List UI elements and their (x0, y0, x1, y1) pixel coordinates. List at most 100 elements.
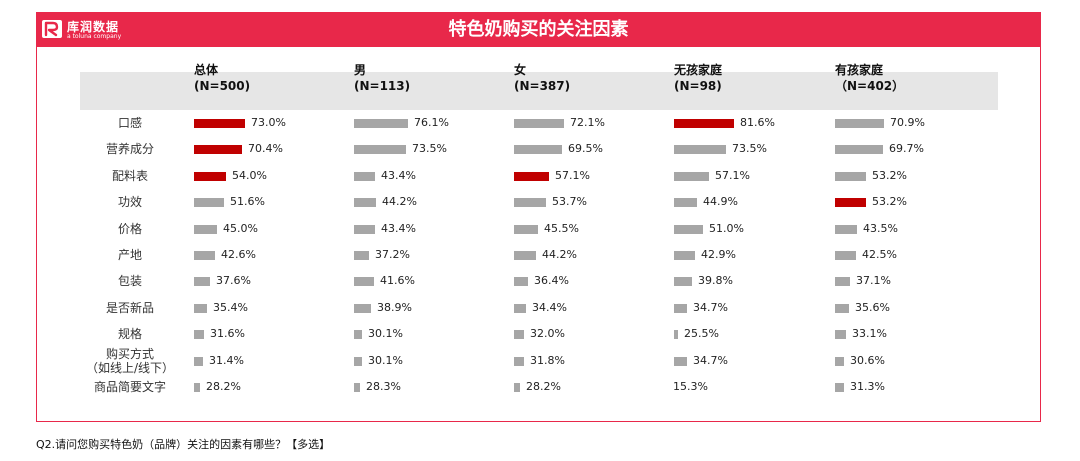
category-label-5: 产地 (85, 248, 175, 262)
column-header-n: （N=402） (835, 79, 905, 93)
data-label-0-8: 31.6% (210, 327, 245, 341)
data-label-2-1: 69.5% (568, 142, 603, 156)
bar-2-8 (514, 330, 524, 340)
column-header-1: 男 (N=113) (354, 62, 410, 94)
data-label-1-6: 41.6% (380, 274, 415, 288)
bar-4-8 (835, 330, 846, 340)
bar-4-4 (835, 224, 857, 234)
bar-3-9 (674, 356, 687, 366)
bar-2-10 (514, 383, 520, 392)
column-header-n: (N=113) (354, 79, 411, 93)
column-header-name: 男 (354, 63, 367, 77)
category-label-line: （如线上/线下） (85, 360, 175, 375)
bar-2-9 (514, 356, 524, 366)
data-label-4-10: 31.3% (850, 380, 885, 393)
data-label-1-2: 43.4% (381, 168, 416, 182)
category-label-2: 配料表 (85, 169, 175, 183)
data-label-3-1: 73.5% (732, 142, 767, 156)
data-label-4-0: 70.9% (890, 116, 925, 129)
column-header-n: (N=98) (674, 79, 722, 93)
column-header-band (80, 72, 998, 110)
bar-1-1 (354, 145, 406, 155)
bar-0-1 (194, 145, 242, 155)
data-label-1-0: 76.1% (414, 116, 449, 129)
bar-0-6 (194, 277, 210, 287)
bar-0-4 (194, 224, 217, 234)
category-label-line: 口感 (117, 116, 142, 130)
category-label-1: 营养成分 (85, 142, 175, 156)
data-label-0-2: 54.0% (232, 168, 267, 182)
bar-3-8 (674, 330, 678, 340)
category-label-line: 是否新品 (105, 300, 154, 315)
bar-2-5 (514, 251, 536, 260)
category-label-line: 产地 (117, 248, 142, 262)
data-label-1-9: 30.1% (368, 353, 403, 367)
category-label-line: 包装 (117, 274, 142, 289)
column-header-n: (N=387) (514, 79, 571, 93)
bar-1-5 (354, 251, 369, 260)
brand-tagline: a toluna company (67, 33, 122, 40)
data-label-2-9: 31.8% (530, 353, 565, 367)
bar-1-9 (354, 356, 362, 366)
data-label-0-7: 35.4% (213, 300, 248, 314)
bar-4-5 (835, 251, 856, 260)
data-label-0-5: 42.6% (221, 248, 256, 261)
bar-4-6 (835, 277, 850, 287)
data-label-3-7: 34.7% (693, 300, 728, 314)
data-label-2-4: 45.5% (544, 221, 579, 235)
data-label-3-5: 42.9% (701, 248, 736, 261)
question-footnote: Q2.请问您购买特色奶（品牌）关注的因素有哪些？【多选】 (36, 438, 331, 451)
data-label-0-4: 45.0% (223, 221, 258, 235)
bar-0-8 (194, 330, 204, 340)
data-label-0-6: 37.6% (216, 274, 251, 288)
data-label-1-8: 30.1% (368, 327, 403, 341)
data-label-2-10: 28.2% (526, 380, 561, 393)
bar-3-6 (674, 277, 692, 287)
bar-4-1 (835, 145, 883, 155)
category-label-line: 营养成分 (105, 142, 154, 157)
data-label-1-7: 38.9% (377, 300, 412, 314)
bar-0-5 (194, 251, 215, 260)
data-label-4-2: 53.2% (872, 168, 907, 182)
data-label-4-8: 33.1% (852, 327, 887, 341)
data-label-3-6: 39.8% (698, 274, 733, 288)
bar-3-7 (674, 303, 687, 313)
data-label-3-0: 81.6% (740, 116, 775, 129)
data-label-3-10: 15.3% (673, 380, 708, 393)
bar-4-0 (835, 119, 884, 128)
column-header-3: 无孩家庭 (N=98) (674, 62, 722, 94)
data-label-3-8: 25.5% (684, 327, 719, 341)
bar-0-3 (194, 198, 224, 208)
brand-logo-icon (42, 20, 62, 38)
data-label-4-9: 30.6% (850, 353, 885, 367)
data-label-3-4: 51.0% (709, 221, 744, 235)
chart-title: 特色奶购买的关注因素 (448, 19, 629, 40)
column-header-name: 无孩家庭 (674, 63, 723, 77)
column-header-0: 总体 (N=500) (194, 62, 250, 94)
data-label-0-3: 51.6% (230, 195, 265, 209)
column-header-name: 女 (514, 63, 527, 77)
column-header-n: (N=500) (194, 79, 251, 93)
data-label-4-7: 35.6% (855, 300, 890, 314)
data-label-1-4: 43.4% (381, 221, 416, 235)
bar-2-0 (514, 119, 564, 128)
bar-0-7 (194, 303, 207, 313)
bar-0-0 (194, 119, 245, 128)
bar-1-3 (354, 198, 376, 208)
bar-3-0 (674, 119, 734, 128)
bar-1-2 (354, 171, 375, 181)
category-label-7: 是否新品 (85, 301, 175, 315)
category-label-6: 包装 (85, 274, 175, 288)
brand-logo: 库润数据 a toluna company (41, 17, 121, 43)
data-label-1-10: 28.3% (366, 380, 401, 393)
bar-1-0 (354, 119, 408, 128)
data-label-4-6: 37.1% (856, 274, 891, 288)
category-label-line: 配料表 (111, 168, 148, 183)
data-label-0-9: 31.4% (209, 353, 244, 367)
category-label-9: 购买方式 （如线上/线下） (85, 347, 175, 375)
bar-4-9 (835, 356, 844, 366)
bar-2-2 (514, 171, 549, 181)
data-label-2-0: 72.1% (570, 116, 605, 129)
brand-name: 库润数据 (67, 20, 120, 34)
category-label-line: 功效 (117, 195, 142, 210)
